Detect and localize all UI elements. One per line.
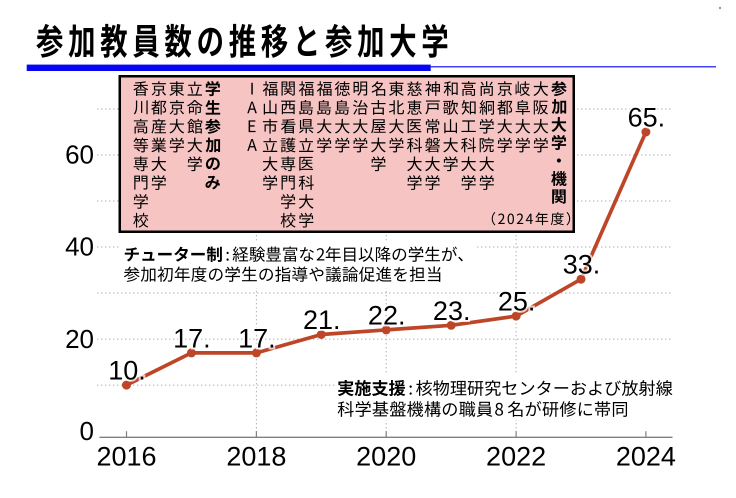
svg-text:23.: 23. bbox=[433, 296, 471, 326]
svg-text:17.: 17. bbox=[238, 323, 276, 353]
svg-text:2016: 2016 bbox=[96, 442, 156, 472]
svg-text:21.: 21. bbox=[303, 305, 341, 335]
svg-text:40: 40 bbox=[65, 232, 94, 262]
svg-text:65.: 65. bbox=[628, 103, 666, 133]
svg-text:25.: 25. bbox=[498, 287, 536, 317]
svg-text:33.: 33. bbox=[563, 250, 601, 280]
svg-text:22.: 22. bbox=[368, 300, 406, 330]
svg-text:0: 0 bbox=[80, 416, 94, 446]
svg-text:2024: 2024 bbox=[616, 442, 676, 472]
svg-text:2020: 2020 bbox=[356, 442, 416, 472]
svg-text:60: 60 bbox=[65, 140, 94, 170]
svg-text:2022: 2022 bbox=[486, 442, 546, 472]
svg-text:2018: 2018 bbox=[226, 442, 286, 472]
svg-text:17.: 17. bbox=[173, 323, 211, 353]
svg-text:10.: 10. bbox=[108, 356, 146, 386]
svg-text:20: 20 bbox=[65, 324, 94, 354]
